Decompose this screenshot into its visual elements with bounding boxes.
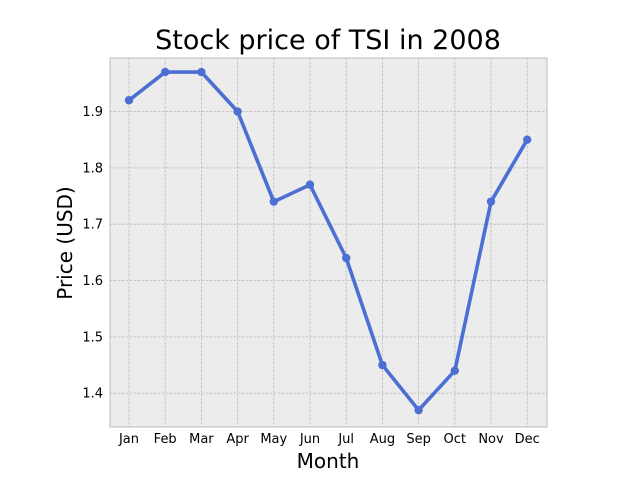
- data-point-may: [269, 197, 278, 206]
- series-markers: [124, 67, 532, 415]
- data-point-jul: [342, 253, 351, 263]
- data-point-mar: [197, 67, 206, 77]
- x-tick-label: Feb: [154, 432, 177, 447]
- y-axis-label: Price (USD): [53, 186, 77, 300]
- plot-area: [110, 58, 547, 427]
- y-tick-label: 1.9: [82, 105, 103, 120]
- x-tick-label: Aug: [370, 432, 395, 447]
- chart-title: Stock price of TSI in 2008: [155, 25, 501, 56]
- x-tick-label: Apr: [226, 432, 249, 447]
- data-point-aug: [378, 360, 387, 370]
- x-axis-label: Month: [297, 449, 360, 473]
- data-point-jun: [305, 180, 315, 189]
- data-point-dec: [523, 135, 532, 144]
- x-tick-label: Nov: [478, 432, 504, 447]
- y-axis-ticks: 1.4 1.5 1.6 1.7 1.8 1.9: [82, 105, 103, 402]
- grid-lines: [110, 58, 547, 427]
- x-tick-label: May: [260, 432, 287, 447]
- data-point-feb: [161, 67, 170, 77]
- y-tick-label: 1.8: [82, 161, 103, 176]
- x-tick-label: Mar: [189, 432, 214, 447]
- data-point-oct: [450, 366, 459, 375]
- y-tick-label: 1.6: [82, 274, 103, 289]
- data-point-apr: [233, 107, 242, 116]
- data-point-jan: [124, 96, 134, 105]
- plot-frame: [109, 57, 548, 428]
- series-line: [127, 70, 529, 412]
- x-tick-label: Jul: [337, 432, 354, 447]
- x-tick-label: Dec: [515, 432, 540, 447]
- x-tick-label: Sep: [406, 432, 431, 447]
- data-point-sep: [414, 405, 423, 415]
- x-tick-label: Jun: [299, 432, 320, 447]
- x-tick-label: Oct: [444, 432, 466, 447]
- data-point-nov: [486, 197, 496, 206]
- x-tick-label: Jan: [118, 432, 139, 447]
- x-axis-ticks: Jan Feb Mar Apr May Jun Jul Aug Sep Oct Nov Dec: [118, 432, 540, 447]
- y-tick-label: 1.4: [82, 387, 103, 402]
- y-tick-label: 1.5: [82, 330, 103, 345]
- y-tick-label: 1.7: [82, 218, 103, 233]
